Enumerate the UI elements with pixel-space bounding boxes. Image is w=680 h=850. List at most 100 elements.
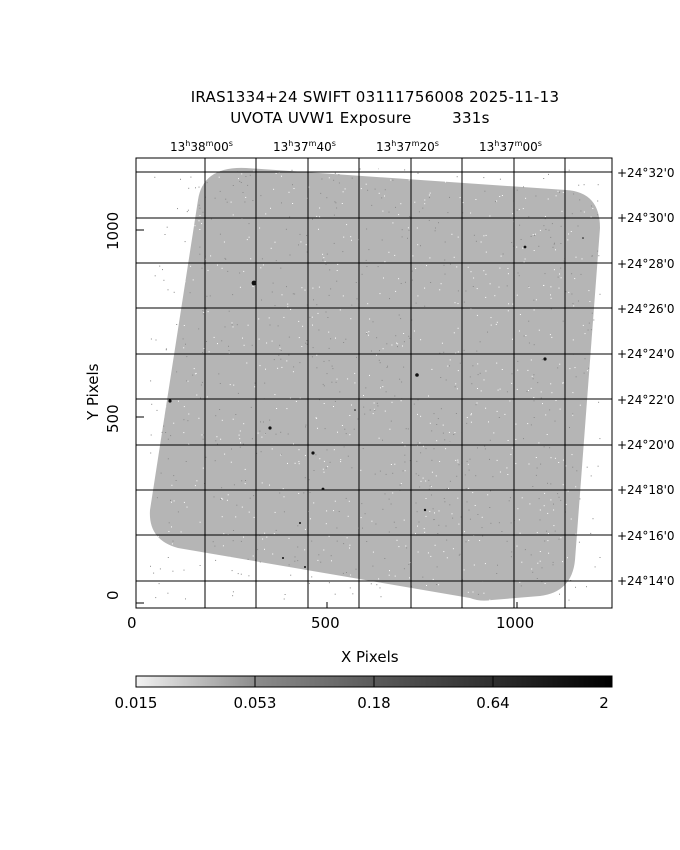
noise-pixel (274, 241, 276, 243)
noise-pixel (599, 557, 601, 558)
noise-pixel (472, 492, 474, 494)
noise-pixel (319, 216, 321, 218)
noise-pixel (306, 251, 308, 253)
noise-pixel (584, 358, 586, 360)
noise-pixel (333, 179, 335, 181)
noise-pixel (532, 571, 534, 573)
noise-pixel (498, 522, 500, 524)
noise-pixel (210, 218, 212, 220)
noise-pixel (484, 190, 486, 192)
noise-pixel (538, 442, 540, 444)
noise-pixel (218, 373, 220, 375)
noise-pixel (318, 286, 320, 288)
noise-pixel (316, 417, 318, 419)
noise-pixel (518, 275, 520, 277)
noise-pixel (436, 566, 438, 568)
noise-pixel (522, 208, 524, 210)
noise-pixel (451, 233, 453, 235)
noise-pixel (316, 304, 318, 306)
noise-pixel (219, 409, 221, 410)
noise-pixel (394, 254, 396, 256)
noise-pixel (457, 497, 459, 499)
noise-pixel (328, 360, 330, 362)
noise-pixel (533, 397, 535, 399)
noise-pixel (359, 168, 361, 170)
noise-pixel (293, 188, 295, 189)
noise-pixel (518, 330, 520, 332)
noise-pixel (467, 266, 469, 268)
noise-pixel (281, 366, 283, 368)
noise-pixel (340, 461, 342, 463)
noise-pixel (186, 380, 188, 382)
noise-pixel (428, 395, 429, 397)
noise-pixel (592, 255, 593, 257)
noise-pixel (472, 365, 474, 367)
noise-pixel (444, 501, 446, 503)
noise-pixel (499, 168, 501, 170)
noise-pixel (465, 541, 467, 543)
noise-pixel (167, 438, 169, 440)
noise-pixel (466, 501, 468, 503)
noise-pixel (456, 388, 458, 390)
noise-pixel (286, 408, 288, 410)
noise-pixel (567, 490, 569, 492)
dec-label: +24°28'0 (617, 257, 675, 271)
noise-pixel (351, 304, 353, 306)
noise-pixel (219, 383, 221, 384)
noise-pixel (385, 473, 387, 475)
noise-pixel (352, 595, 354, 597)
noise-pixel (400, 283, 402, 284)
noise-pixel (258, 318, 260, 320)
noise-pixel (323, 471, 325, 473)
noise-pixel (368, 249, 370, 251)
noise-pixel (535, 233, 536, 235)
noise-pixel (452, 517, 454, 519)
noise-pixel (338, 511, 340, 512)
colorbar-label: 0.053 (233, 694, 277, 712)
noise-pixel (172, 570, 174, 572)
noise-pixel (298, 449, 300, 451)
noise-pixel (575, 486, 577, 488)
noise-pixel (568, 291, 570, 293)
noise-pixel (396, 342, 397, 344)
noise-pixel (384, 189, 386, 191)
noise-pixel (233, 384, 235, 386)
noise-pixel (424, 287, 426, 289)
noise-pixel (316, 215, 318, 217)
noise-pixel (251, 344, 253, 346)
noise-pixel (286, 286, 287, 288)
noise-pixel (291, 169, 293, 171)
noise-pixel (553, 269, 555, 271)
noise-pixel (249, 497, 251, 499)
noise-pixel (206, 182, 208, 184)
noise-pixel (586, 370, 588, 372)
noise-pixel (179, 195, 181, 197)
noise-pixel (158, 223, 160, 225)
noise-pixel (391, 401, 393, 403)
noise-pixel (520, 585, 522, 587)
noise-pixel (485, 370, 487, 372)
noise-pixel (163, 425, 165, 427)
noise-pixel (545, 228, 547, 230)
noise-pixel (417, 413, 418, 415)
noise-pixel (372, 413, 374, 415)
noise-pixel (171, 484, 173, 486)
noise-pixel (261, 299, 262, 301)
noise-pixel (413, 403, 415, 405)
exposure-noise (150, 168, 601, 601)
noise-pixel (527, 423, 529, 425)
noise-pixel (453, 332, 455, 334)
noise-pixel (533, 417, 535, 418)
noise-pixel (507, 273, 509, 275)
noise-pixel (562, 459, 564, 461)
noise-pixel (202, 211, 204, 213)
noise-pixel (554, 242, 555, 244)
noise-pixel (559, 408, 561, 410)
noise-pixel (275, 173, 277, 174)
noise-pixel (287, 462, 288, 464)
x-tick-500: 500 (311, 614, 340, 632)
noise-pixel (232, 294, 234, 296)
noise-pixel (215, 415, 217, 417)
noise-pixel (422, 576, 424, 578)
noise-pixel (436, 424, 438, 425)
